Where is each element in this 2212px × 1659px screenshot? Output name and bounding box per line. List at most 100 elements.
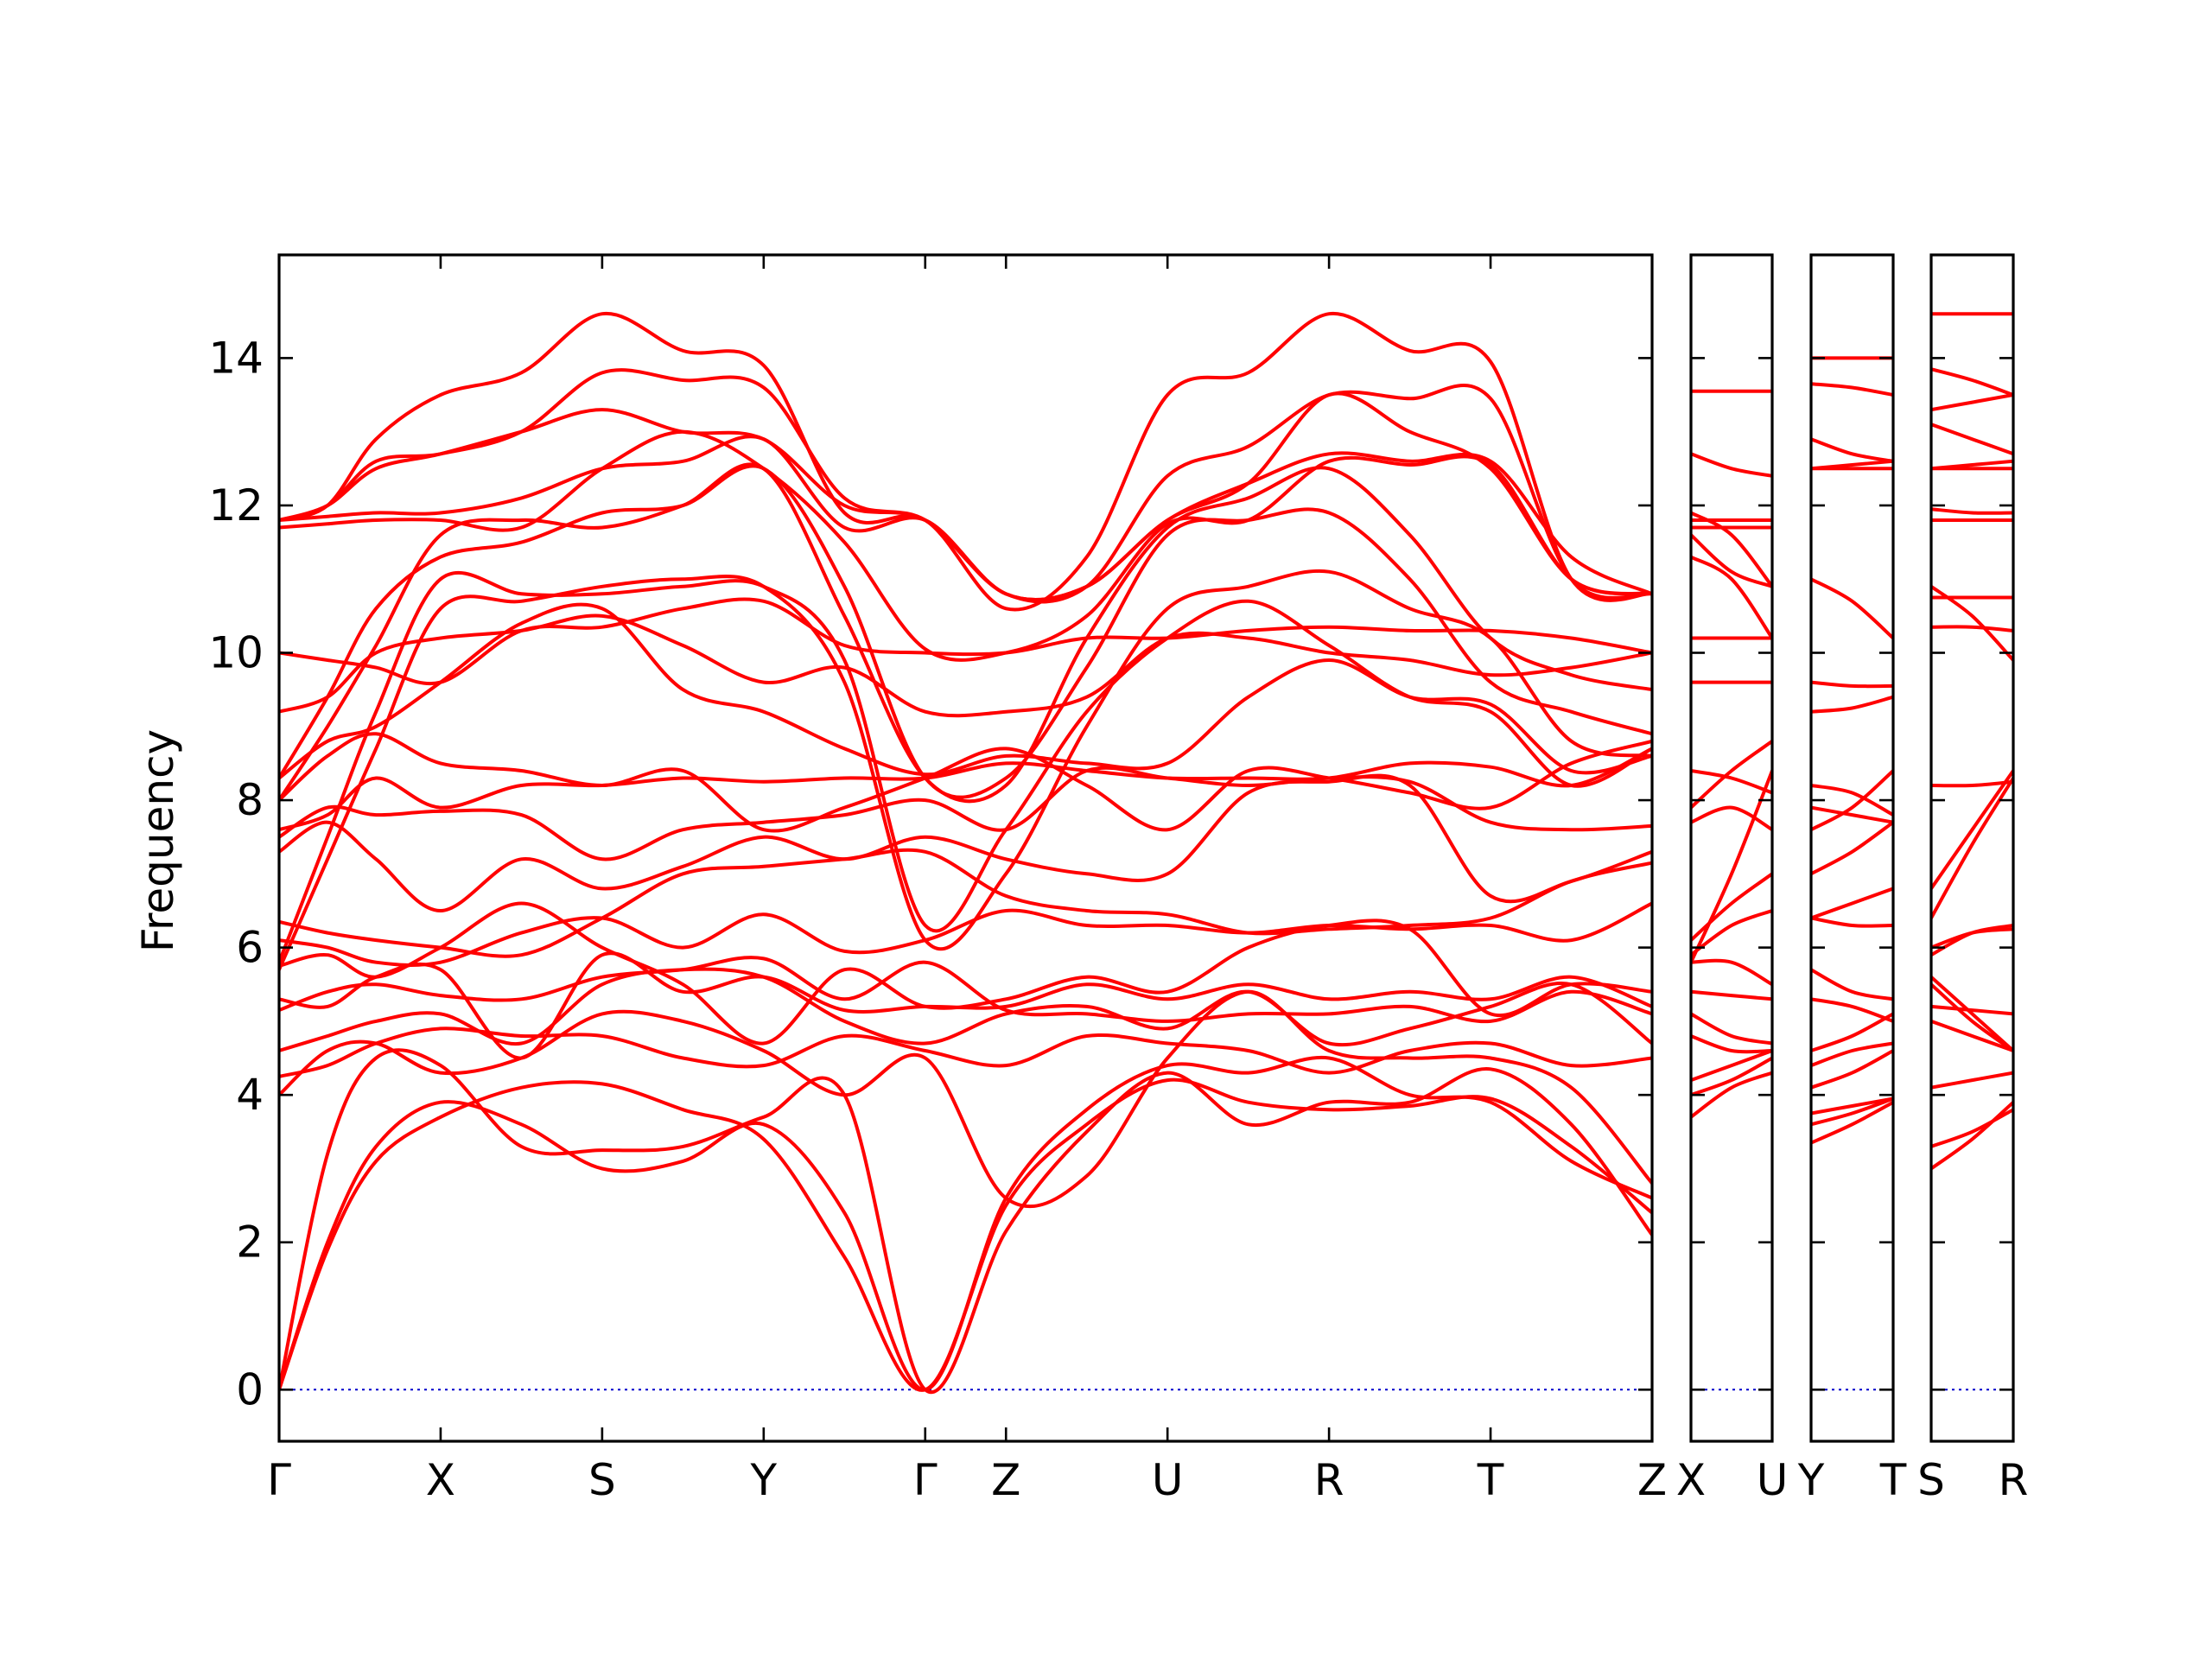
band-line-20 [1931, 423, 2013, 456]
band-line-19 [279, 571, 1652, 964]
band-line-10 [1931, 776, 2013, 920]
band-line-7 [279, 956, 1652, 1024]
band-line-17 [279, 613, 1652, 718]
band-line-19 [1811, 459, 1893, 471]
band-line-11 [1931, 769, 2013, 891]
band-line-5 [1811, 1041, 1893, 1068]
y-tick-label: 14 [208, 333, 264, 383]
band-line-9 [1811, 916, 1893, 928]
band-line-19 [1931, 459, 2013, 471]
band-line-4 [1691, 1034, 1772, 1054]
band-line-1 [1931, 1100, 2013, 1171]
x-tick-label: U [1757, 1455, 1789, 1505]
band-line-5 [1931, 1004, 2013, 1016]
band-line-2 [1931, 1108, 2013, 1148]
band-line-27 [279, 368, 1652, 604]
bands-group [1931, 312, 2013, 1171]
band-line-11 [279, 848, 1652, 958]
band-line-22 [279, 462, 1652, 804]
band-line-17 [1931, 507, 2013, 515]
bands-group [1691, 389, 1772, 1119]
band-line-20 [1811, 437, 1893, 463]
x-tick-label: R [1314, 1455, 1344, 1505]
axis-frame [277, 253, 1654, 1443]
panel-1: 0 2 4 6 8 10 12 14 Γ X S Y Γ Z U R T Z [208, 253, 1667, 1505]
band-line-15 [1811, 695, 1893, 714]
x-tick-label: S [1917, 1455, 1945, 1505]
x-tick-label: Z [1637, 1455, 1667, 1505]
band-line-26 [279, 312, 1652, 612]
x-tick-label: Γ [267, 1455, 291, 1505]
band-line-3 [279, 1048, 1652, 1395]
band-line-17 [1691, 533, 1772, 588]
x-tick-label: U [1152, 1455, 1184, 1505]
y-tick-label: 8 [236, 775, 264, 825]
y-tick-label: 0 [236, 1364, 264, 1414]
band-line-8 [279, 951, 1652, 1060]
band-line-8 [1811, 968, 1893, 1001]
band-line-3 [1931, 1071, 2013, 1090]
band-line-21 [1691, 452, 1772, 478]
band-line-10 [1811, 887, 1893, 920]
x-tick-label: Y [1797, 1455, 1825, 1505]
axis-frame [1929, 253, 2015, 1443]
band-line-12 [1691, 769, 1772, 795]
band-line-10 [1691, 769, 1772, 964]
axis-frame [1809, 253, 1895, 1443]
x-tick-label: S [588, 1455, 616, 1505]
band-line-3 [1811, 1096, 1893, 1116]
band-line-6 [279, 967, 1652, 1052]
band-line-13 [1811, 805, 1893, 824]
x-tick-label: Z [991, 1455, 1020, 1505]
axis-frame [1689, 253, 1774, 1443]
band-line-5 [279, 1027, 1652, 1078]
band-line-17 [1811, 577, 1893, 640]
band-line-12 [1811, 769, 1893, 832]
band-line-7 [1931, 975, 2013, 1052]
band-line-9 [1691, 872, 1772, 943]
band-line-7 [1691, 958, 1772, 987]
x-tick-label: T [1477, 1455, 1504, 1505]
band-line-18 [1691, 511, 1772, 588]
band-line-4 [279, 989, 1652, 1209]
x-tick-label: X [1676, 1455, 1706, 1505]
band-line-4 [1811, 1049, 1893, 1090]
band-line-1 [1811, 1100, 1893, 1145]
band-line-16 [1691, 555, 1772, 640]
x-tick-label: Γ [913, 1455, 938, 1505]
y-axis-label: Frequency [133, 729, 183, 952]
band-line-6 [1691, 989, 1772, 1001]
band-line-4 [1931, 1019, 2013, 1052]
y-tick-label: 6 [236, 923, 264, 973]
band-line-21 [1811, 382, 1893, 397]
band-line-11 [1691, 805, 1772, 832]
bands-group [279, 312, 1652, 1395]
x-tick-label: T [1879, 1455, 1907, 1505]
band-line-24 [279, 435, 1652, 601]
y-tick-label: 12 [208, 480, 264, 531]
x-tick-label: X [426, 1455, 455, 1505]
band-line-14 [279, 747, 1652, 832]
band-line-3 [1691, 1049, 1772, 1083]
band-line-9 [279, 901, 1652, 1046]
band-line-16 [1811, 680, 1893, 689]
band-line-7 [1811, 997, 1893, 1023]
y-tick-label: 2 [236, 1217, 264, 1268]
band-line-5 [1691, 1012, 1772, 1046]
band-line-21 [1931, 393, 2013, 412]
band-line-1 [1691, 1071, 1772, 1119]
band-line-13 [1931, 625, 2013, 632]
band-line-22 [1931, 367, 2013, 397]
band-line-12 [279, 773, 1652, 912]
band-line-13 [279, 766, 1652, 861]
bands-group [1811, 356, 1893, 1145]
band-line-23 [279, 429, 1652, 662]
band-line-20 [279, 569, 1652, 972]
band-line-12 [1931, 779, 2013, 788]
band-line-9 [1931, 927, 2013, 950]
